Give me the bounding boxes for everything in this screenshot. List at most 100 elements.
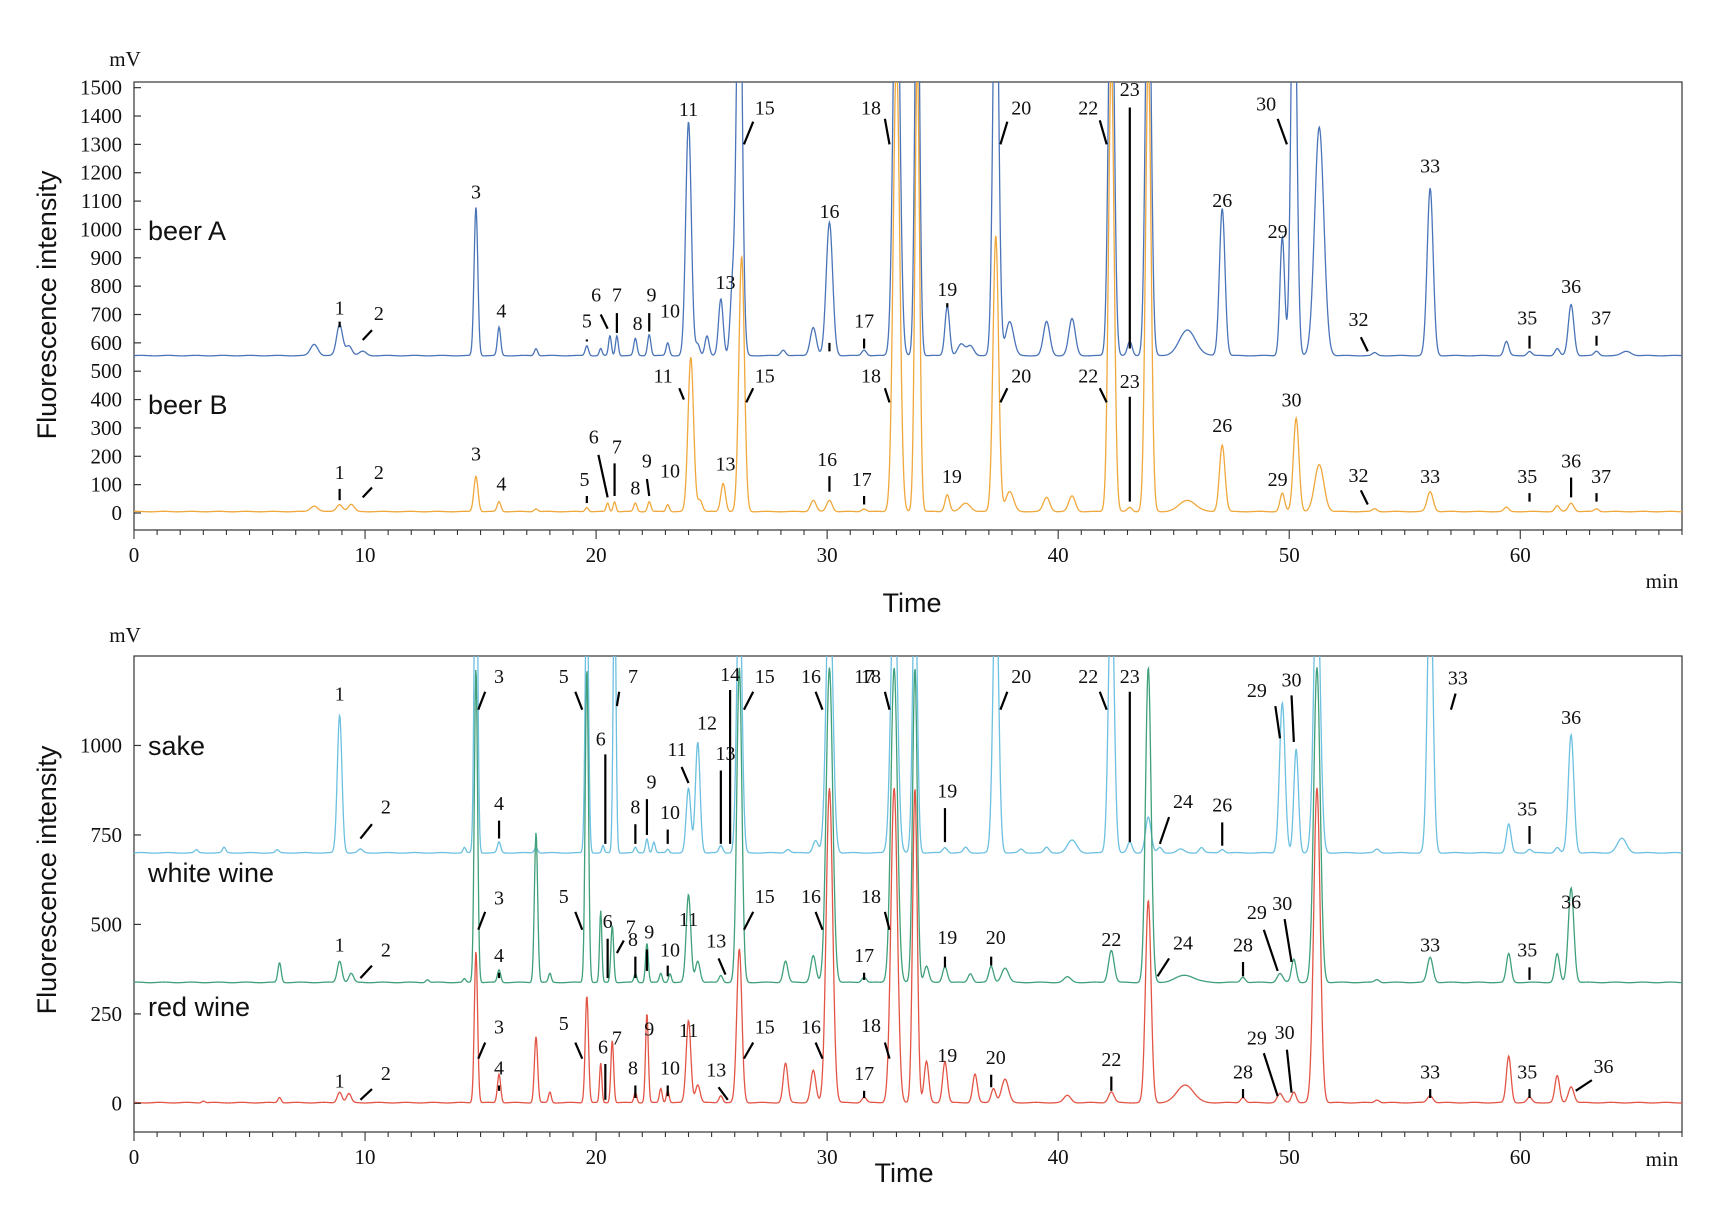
peak-label: 37	[1591, 307, 1611, 329]
bottom-x-axis-label: Time	[875, 1158, 934, 1188]
peak-label: 5	[580, 469, 590, 491]
x-tick-label: 0	[129, 1145, 140, 1169]
peak-label: 26	[1212, 415, 1232, 437]
peak-label: 2	[381, 796, 391, 818]
peak-label: 36	[1593, 1056, 1613, 1078]
bottom-x-unit: min	[1646, 1147, 1679, 1171]
y-tick-label: 100	[91, 473, 123, 497]
x-tick-label: 10	[355, 1145, 376, 1169]
top-y-axis-label: Fluorescence intensity	[32, 170, 62, 439]
y-tick-label: 0	[112, 1091, 123, 1115]
top-plot-frame	[133, 81, 1683, 531]
peak-label: 29	[1247, 902, 1267, 924]
peak-leader-line	[883, 911, 891, 931]
peak-label: 32	[1349, 309, 1369, 331]
y-tick-label: 1200	[80, 161, 122, 185]
peak-label: 13	[706, 931, 726, 953]
peak-leader-line	[574, 1042, 584, 1060]
peak-leader-line	[574, 911, 584, 931]
peak-leader-line	[359, 823, 373, 840]
peak-label: 22	[1101, 1049, 1121, 1071]
peak-label: 15	[755, 366, 775, 388]
peak-leader-line	[814, 1042, 824, 1060]
peak-label: 36	[1561, 276, 1581, 298]
peak-leader-line	[615, 691, 621, 707]
peak-label: 5	[582, 310, 592, 332]
y-tick-label: 900	[91, 246, 123, 270]
peak-label: 17	[854, 666, 874, 688]
peak-label: 3	[471, 444, 481, 466]
top-traces	[134, 82, 1682, 513]
y-tick-label: 400	[91, 388, 123, 412]
peak-label: 6	[591, 285, 601, 307]
peak-label: 36	[1561, 707, 1581, 729]
peak-label: 6	[603, 911, 613, 933]
peak-label: 1	[335, 462, 345, 484]
peak-label: 17	[852, 469, 872, 491]
peak-leader-line	[883, 387, 891, 403]
peak-leader-line	[999, 691, 1009, 711]
peak-leader-line	[883, 118, 891, 145]
peak-leader-line	[1156, 957, 1171, 977]
peak-label: 8	[630, 796, 640, 818]
trace-beer-B	[134, 82, 1682, 513]
peak-label: 2	[374, 303, 384, 325]
peak-leader-line	[361, 486, 373, 499]
peak-leader-line	[1098, 387, 1108, 403]
peak-label: 30	[1272, 893, 1292, 915]
peak-label: 17	[854, 310, 874, 332]
peak-leader-line	[477, 911, 487, 931]
peak-label: 20	[986, 1047, 1006, 1069]
peak-label: 13	[715, 272, 735, 294]
peak-label: 15	[755, 886, 775, 908]
x-tick-label: 10	[355, 543, 376, 567]
peak-label: 9	[644, 922, 654, 944]
peak-leader-line	[1158, 816, 1171, 845]
peak-label: 35	[1517, 940, 1537, 962]
y-tick-label: 0	[112, 501, 123, 525]
series-name-beer-B: beer B	[148, 390, 228, 420]
peak-label: 23	[1120, 371, 1140, 393]
peak-label: 33	[1420, 1061, 1440, 1083]
peak-label: 16	[819, 201, 839, 223]
x-tick-label: 20	[586, 543, 607, 567]
trace-white-wine	[134, 665, 1682, 984]
peak-label: 16	[817, 449, 837, 471]
peak-label: 22	[1078, 366, 1098, 388]
top-y-unit: mV	[109, 47, 141, 71]
peak-label: 5	[559, 886, 569, 908]
peak-leader-line	[743, 1041, 755, 1060]
peak-label: 1	[335, 298, 345, 320]
peak-label: 8	[628, 929, 638, 951]
bottom-plot-frame	[133, 655, 1683, 1133]
peak-label: 2	[381, 1063, 391, 1085]
series-name-white-wine: white wine	[147, 858, 274, 888]
trace-sake	[134, 656, 1682, 854]
peak-label: 9	[647, 771, 657, 793]
series-name-red-wine: red wine	[148, 992, 250, 1022]
peak-leader-line	[1276, 118, 1288, 145]
peak-label: 13	[706, 1060, 726, 1082]
peak-label: 10	[660, 461, 680, 483]
peak-leader-line	[1285, 1049, 1293, 1093]
peak-label: 36	[1561, 891, 1581, 913]
y-tick-label: 500	[91, 359, 123, 383]
x-tick-label: 60	[1510, 1145, 1531, 1169]
peak-label: 11	[679, 99, 698, 121]
peak-label: 30	[1282, 390, 1302, 412]
peak-leader-line	[1449, 693, 1457, 710]
peak-label: 7	[612, 436, 622, 458]
peak-label: 33	[1420, 466, 1440, 488]
peak-label: 22	[1078, 98, 1098, 120]
peak-label: 4	[496, 473, 506, 495]
peak-label: 11	[667, 739, 686, 761]
peak-label: 23	[1120, 666, 1140, 688]
peak-label: 7	[628, 666, 638, 688]
peak-label: 2	[374, 462, 384, 484]
peak-leader-line	[359, 964, 373, 979]
trace-red-wine	[134, 787, 1682, 1104]
peak-leader-line	[680, 766, 690, 784]
y-tick-label: 1000	[80, 217, 122, 241]
